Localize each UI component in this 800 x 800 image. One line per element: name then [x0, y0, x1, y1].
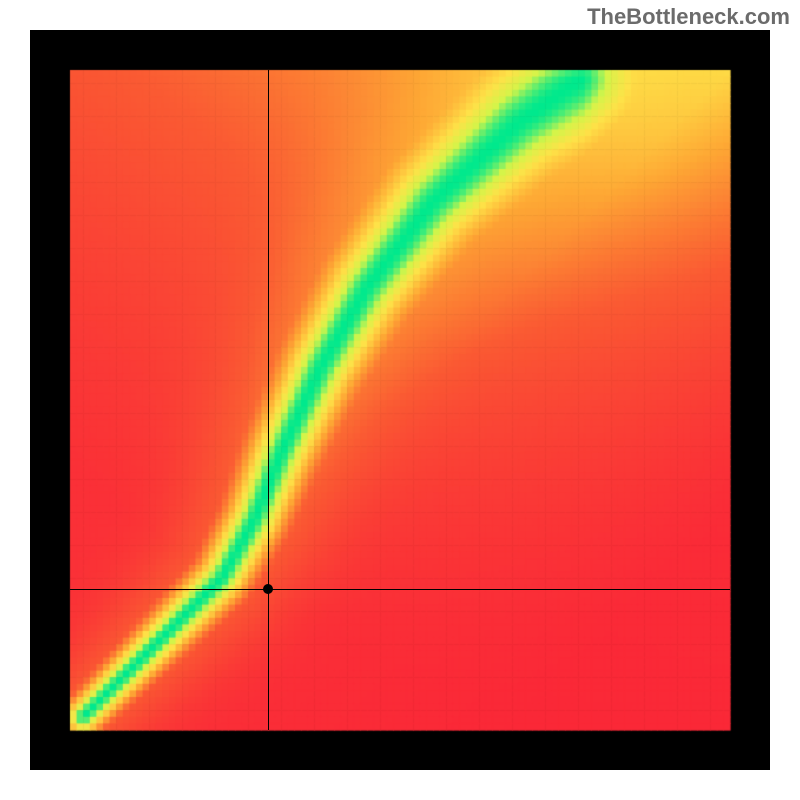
marker-dot: [263, 584, 273, 594]
crosshair-vertical: [268, 70, 269, 730]
watermark-text: TheBottleneck.com: [587, 4, 790, 30]
crosshair-horizontal: [70, 589, 730, 590]
heatmap-canvas: [30, 30, 770, 770]
page-container: TheBottleneck.com: [0, 0, 800, 800]
chart-frame: [30, 30, 770, 770]
